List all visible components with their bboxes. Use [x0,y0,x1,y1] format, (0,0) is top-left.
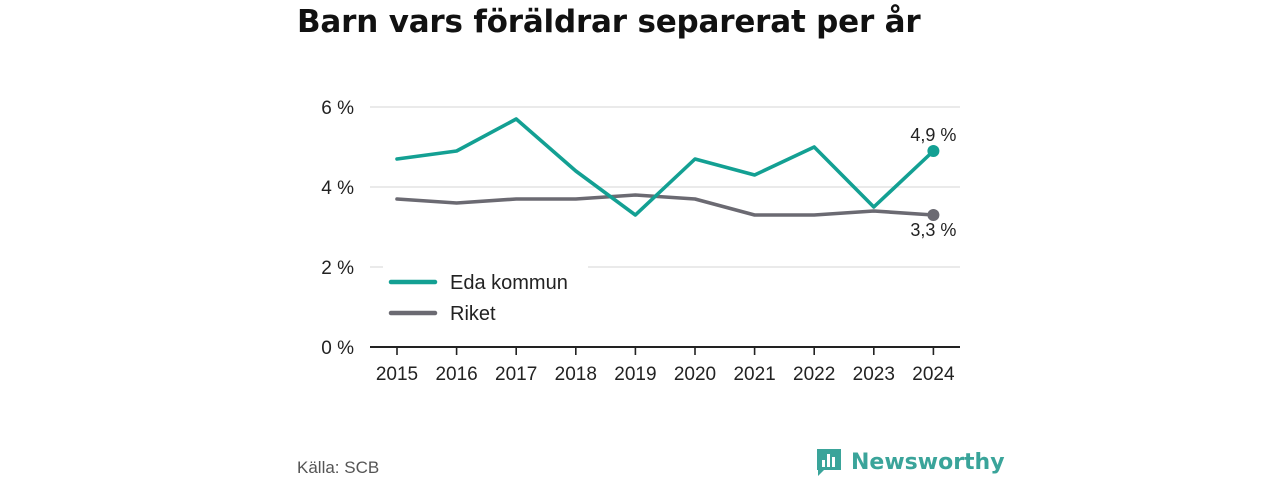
source-note: Källa: SCB [297,458,380,477]
series-end-marker [927,145,940,157]
x-tick-label: 2023 [853,364,895,385]
series-lines [395,117,940,221]
y-tick-label: 0 % [321,338,354,359]
end-labels: 4,9 % 3,3 % [910,125,956,240]
x-tick-label: 2024 [912,364,955,385]
legend-background [383,262,588,332]
legend: Eda kommun Riket [383,262,588,332]
x-tick-label: 2021 [733,364,775,385]
legend-label: Eda kommun [450,272,568,294]
x-tick-label: 2020 [674,364,716,385]
x-tick-label: 2015 [376,364,418,385]
x-tick-label: 2017 [495,364,537,385]
x-tick-label: 2016 [435,364,477,385]
y-axis-tick-labels: 0 % 2 % 4 % 6 % [321,98,354,359]
x-axis: 2015 2016 2017 2018 2019 2020 2021 2022 2023 2024 [370,346,960,385]
series-line [395,193,936,217]
brand-logo: Newsworthy [815,447,1005,477]
newsworthy-logo-icon [817,449,841,476]
y-tick-label: 2 % [321,258,354,279]
y-tick-label: 6 % [321,98,354,119]
brand-name: Newsworthy [851,449,1005,475]
y-tick-label: 4 % [321,178,354,199]
chart-title: Barn vars föräldrar separerat per år [297,4,921,40]
series-end-marker [927,209,940,221]
series-line [395,117,936,217]
data-label: 3,3 % [910,220,956,240]
x-tick-label: 2019 [614,364,656,385]
legend-label: Riket [450,303,496,325]
data-label: 4,9 % [910,125,956,145]
x-tick-label: 2018 [555,364,597,385]
x-tick-label: 2022 [793,364,835,385]
